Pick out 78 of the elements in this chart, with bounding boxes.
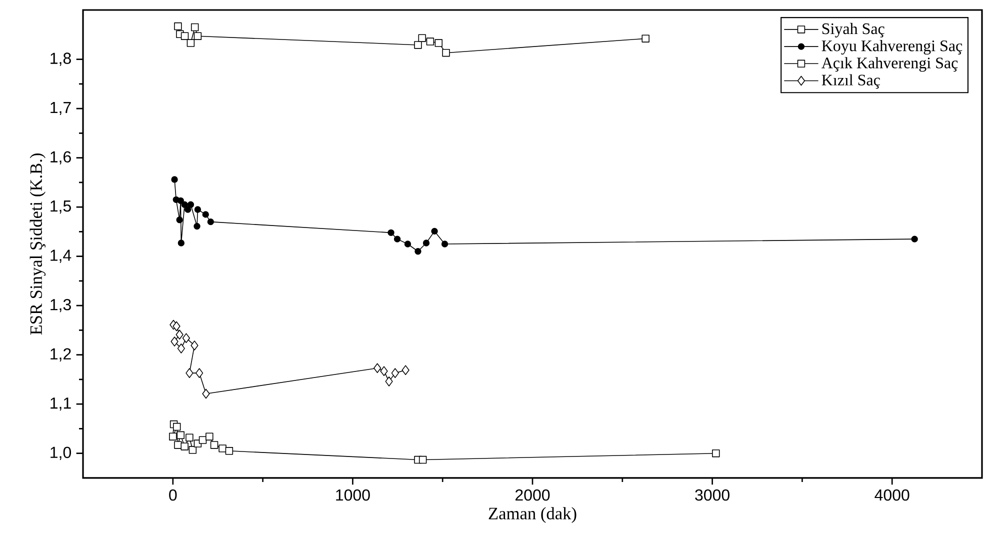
y-tick-label: 1,4 <box>50 250 72 263</box>
point <box>202 388 210 399</box>
point <box>202 211 209 218</box>
point <box>391 368 399 378</box>
x-tick-label: 3000 <box>695 489 730 501</box>
point <box>402 365 410 376</box>
y-tick-label: 1,3 <box>50 298 71 312</box>
x-tick-label: 1000 <box>336 489 370 501</box>
point <box>394 236 401 242</box>
legend-label: Kızıl Saç <box>822 74 880 89</box>
x-axis-title: Zaman (dak) <box>488 507 576 523</box>
point <box>194 32 202 40</box>
point <box>180 442 188 450</box>
point <box>186 434 194 442</box>
point <box>388 229 394 236</box>
point <box>225 447 234 455</box>
point <box>176 330 184 340</box>
point <box>210 441 218 449</box>
point <box>171 176 178 183</box>
point <box>169 432 177 440</box>
point <box>196 368 204 378</box>
point <box>374 363 382 374</box>
point <box>207 218 214 226</box>
point <box>431 228 438 235</box>
point <box>911 236 918 242</box>
point <box>188 446 197 454</box>
point <box>434 39 443 47</box>
point <box>190 340 198 350</box>
point <box>385 376 393 386</box>
point <box>418 34 426 42</box>
y-tick-label: 1,1 <box>50 398 71 411</box>
y-axis-title: ESR Sinyal Şiddeti (K.B.) <box>30 154 46 335</box>
point <box>198 436 207 444</box>
point <box>174 441 182 449</box>
point <box>380 366 388 376</box>
point <box>642 34 650 42</box>
point <box>184 206 192 213</box>
y-tick-label: 1,8 <box>50 52 71 66</box>
point <box>441 240 448 248</box>
y-tick-label: 1,0 <box>50 446 72 460</box>
point <box>442 48 450 57</box>
point <box>172 321 180 332</box>
point <box>194 206 202 213</box>
point <box>177 197 184 204</box>
x-tick-label: 0 <box>169 489 177 501</box>
point <box>173 422 181 431</box>
point <box>404 240 412 248</box>
point <box>174 22 182 30</box>
point <box>190 23 199 32</box>
x-tick-label: 4000 <box>874 489 910 501</box>
point <box>176 216 183 224</box>
point <box>426 38 434 46</box>
point <box>414 41 422 49</box>
legend-label: Siyah Saç <box>822 22 884 38</box>
point <box>178 240 185 246</box>
point <box>180 32 189 40</box>
point <box>186 39 195 47</box>
y-tick-label: 1,5 <box>50 200 71 214</box>
y-tick-label: 1,7 <box>50 102 71 116</box>
point <box>194 222 200 230</box>
point <box>186 368 194 378</box>
x-tick-label: 2000 <box>516 489 550 501</box>
point <box>170 336 178 346</box>
point <box>218 444 226 452</box>
legend-label: Koyu Kahverengi Saç <box>822 40 962 55</box>
point <box>177 343 185 354</box>
point <box>418 456 427 464</box>
y-tick-label: 1,6 <box>50 151 71 164</box>
point <box>176 431 185 439</box>
point <box>712 449 720 458</box>
point <box>414 248 422 255</box>
point <box>182 333 190 344</box>
point <box>187 201 194 208</box>
point <box>206 432 214 440</box>
point <box>181 201 188 208</box>
point <box>422 240 430 246</box>
legend-label: Açık Kahverengi Saç <box>822 57 958 72</box>
y-tick-label: 1,2 <box>50 348 71 362</box>
